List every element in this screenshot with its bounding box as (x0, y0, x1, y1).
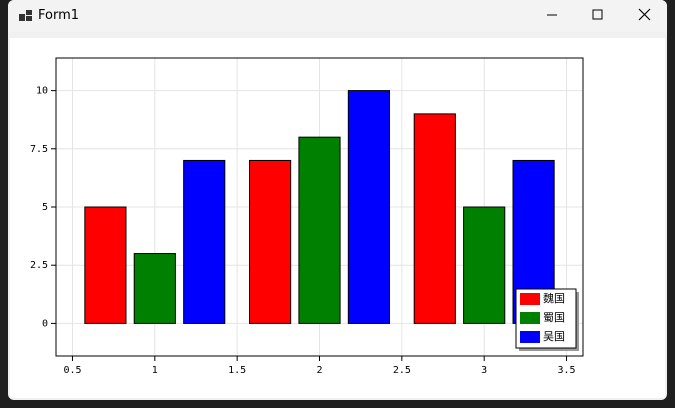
legend-swatch (520, 312, 540, 324)
window: Form1 0 2.5 5 7.5 10 0.5 1 1.5 2 2.5 3 3.5 魏国蜀国吴国 (8, 0, 667, 400)
legend-label: 吴国 (543, 330, 565, 343)
bar (347, 90, 390, 324)
bar (183, 159, 226, 324)
x-tick-label: 2 (316, 365, 322, 376)
y-tick-label: 2.5 (30, 260, 48, 271)
legend-label: 蜀国 (543, 311, 565, 324)
legend-label: 魏国 (543, 291, 565, 305)
x-tick-label: 1.5 (228, 365, 246, 376)
x-tick-label: 3.5 (558, 365, 576, 376)
plot-frame (55, 57, 584, 357)
close-button[interactable] (638, 8, 651, 21)
legend-swatch (520, 293, 540, 305)
x-tick-label: 3 (481, 365, 487, 376)
bar (249, 159, 292, 324)
bar (298, 136, 341, 324)
y-tick-label: 7.5 (30, 144, 48, 155)
maximize-button[interactable] (592, 9, 603, 20)
x-tick-label: 2.5 (393, 365, 411, 376)
x-tick-label: 0.5 (63, 365, 81, 376)
y-tick-label: 0 (42, 318, 48, 329)
window-title: Form1 (38, 8, 80, 23)
window-controls (547, 8, 651, 21)
legend-swatch (520, 331, 540, 343)
bar (413, 113, 456, 324)
y-tick-label: 10 (36, 86, 48, 97)
bar (133, 253, 176, 324)
bar (463, 206, 506, 324)
x-tick-label: 1 (152, 365, 158, 376)
y-tick-label: 5 (42, 202, 48, 213)
app-icon (19, 10, 32, 21)
title-bar: Form1 (8, 0, 667, 32)
bar (84, 206, 127, 324)
